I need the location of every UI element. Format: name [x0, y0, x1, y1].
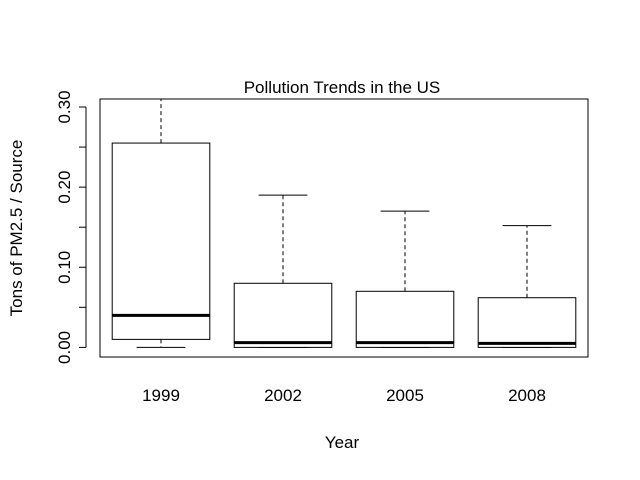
- y-tick-label: 0.10: [55, 251, 74, 284]
- box-2005: [355, 210, 455, 348]
- box-body: [233, 282, 333, 348]
- x-tick-label-2005: 2005: [386, 386, 424, 405]
- y-tick-label: 0.30: [55, 90, 74, 123]
- x-tick-label-1999: 1999: [142, 386, 180, 405]
- chart-title: Pollution Trends in the US: [244, 78, 441, 97]
- box-2008: [477, 225, 577, 348]
- box-body: [477, 297, 577, 348]
- boxes-group: [111, 98, 577, 348]
- x-tick-label-2008: 2008: [508, 386, 546, 405]
- y-tick-label: 0.20: [55, 171, 74, 204]
- box-2002: [233, 194, 333, 348]
- box-body: [111, 142, 211, 340]
- x-tick-label-2002: 2002: [264, 386, 302, 405]
- y-tick-label: 0.00: [55, 331, 74, 364]
- box-1999: [111, 98, 211, 348]
- y-axis-label: Tons of PM2.5 / Source: [7, 140, 26, 317]
- x-axis-label: Year: [325, 433, 360, 452]
- plot-frame: [99, 98, 589, 358]
- box-body: [355, 290, 455, 348]
- x-axis: 1999 2002 2005 2008: [142, 386, 546, 405]
- y-axis: 0.00 0.10 0.20 0.30: [55, 90, 87, 364]
